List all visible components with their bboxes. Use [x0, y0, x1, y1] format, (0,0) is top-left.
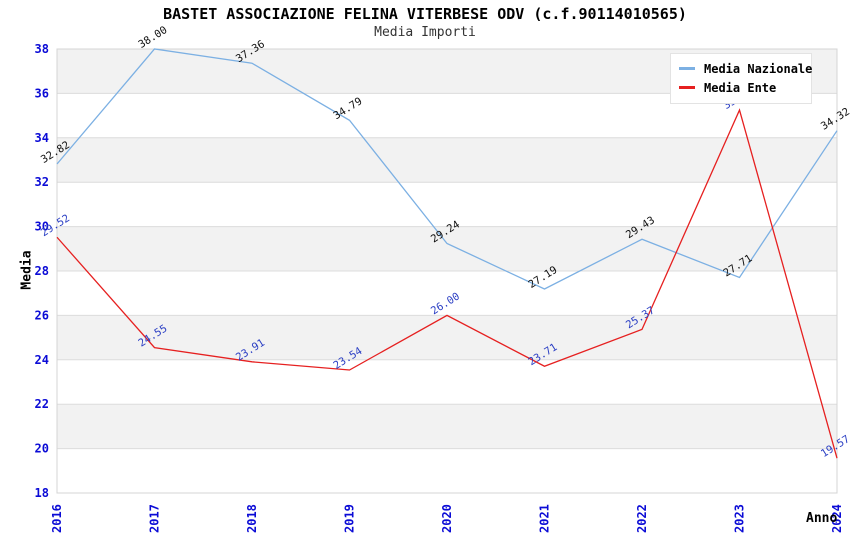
y-tick-label: 22 [35, 397, 49, 411]
x-tick-label: 2020 [440, 504, 454, 533]
legend-item-media-nazionale: Media Nazionale [679, 59, 812, 78]
legend-swatch-media-ente [679, 86, 695, 89]
chart-subtitle: Media Importi [374, 25, 476, 40]
series-line-media-ente [56, 108, 838, 459]
y-tick-label: 20 [35, 442, 49, 456]
chart-title: BASTET ASSOCIAZIONE FELINA VITERBESE ODV… [163, 5, 687, 23]
background-band [57, 404, 837, 449]
x-tick-label: 2019 [343, 504, 357, 533]
y-tick-label: 34 [35, 131, 49, 145]
data-label-media-nazionale: 38.00 [136, 24, 169, 51]
y-tick-label: 32 [35, 175, 49, 189]
x-tick-label: 2024 [830, 504, 844, 533]
legend-label: Media Ente [704, 80, 777, 95]
x-tick-label: 2016 [50, 504, 64, 533]
series-line-media-nazionale [56, 48, 838, 290]
y-tick-label: 28 [35, 264, 49, 278]
x-tick-label: 2022 [635, 504, 649, 533]
y-tick-label: 26 [35, 308, 49, 322]
data-label-media-nazionale: 34.32 [819, 106, 850, 133]
x-tick-label: 2023 [733, 504, 747, 533]
background-band [57, 137, 837, 183]
x-tick-label: 2018 [245, 504, 259, 533]
y-tick-label: 18 [35, 486, 49, 500]
data-label-media-nazionale: 34.79 [331, 95, 364, 122]
plot-border [56, 48, 838, 494]
y-tick-label: 36 [35, 86, 49, 100]
legend-item-media-ente: Media Ente [679, 78, 803, 97]
background-band [57, 226, 837, 271]
legend-label: Media Nazionale [704, 61, 813, 76]
x-axis-label: Anno [806, 511, 838, 526]
y-tick-label: 30 [35, 220, 49, 234]
x-tick-label: 2021 [538, 504, 552, 533]
y-tick-label: 24 [35, 353, 49, 367]
legend-swatch-media-nazionale [679, 67, 695, 70]
background-band [57, 315, 837, 360]
y-tick-label: 38 [35, 42, 49, 56]
x-tick-label: 2017 [148, 504, 162, 533]
legend: Media Nazionale Media Ente [670, 53, 812, 104]
data-label-media-ente: 26.00 [429, 290, 462, 317]
